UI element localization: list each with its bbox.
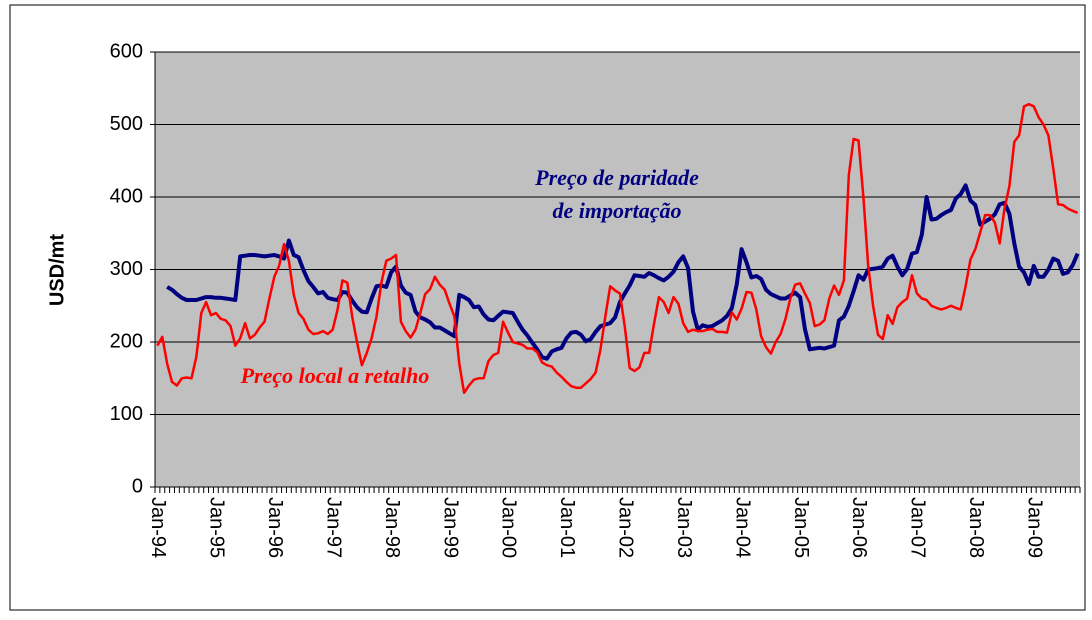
y-tick-label: 100 — [110, 403, 143, 425]
x-tick-label: Jan-03 — [673, 497, 695, 558]
annotation: de importação — [553, 198, 682, 223]
x-tick-label: Jan-08 — [965, 497, 987, 558]
series-line — [166, 183, 1080, 361]
x-tick-label: Jan-99 — [439, 497, 461, 558]
y-tick-label: 0 — [132, 475, 143, 497]
x-tick-label: Jan-06 — [848, 497, 870, 558]
x-tick-label: Jan-09 — [1023, 497, 1045, 558]
x-tick-label: Jan-04 — [731, 497, 753, 558]
x-tick-label: Jan-95 — [206, 497, 228, 558]
x-tick-label: Jan-00 — [498, 497, 520, 558]
x-tick-label: Jan-97 — [322, 497, 344, 558]
annotation: Preço de paridade — [534, 165, 699, 190]
series-line — [156, 102, 1079, 395]
x-tick-label: Jan-96 — [264, 497, 286, 558]
y-axis-label: USD/mt — [46, 234, 68, 307]
x-tick-label: Jan-05 — [790, 497, 812, 558]
y-tick-label: 500 — [110, 113, 143, 135]
x-tick-label: Jan-02 — [615, 497, 637, 558]
y-tick-label: 300 — [110, 258, 143, 280]
x-tick-label: Jan-98 — [381, 497, 403, 558]
x-tick-label: Jan-94 — [147, 497, 169, 558]
y-tick-label: 400 — [110, 185, 143, 207]
y-tick-label: 200 — [110, 330, 143, 352]
annotation: Preço local a retalho — [240, 363, 430, 388]
x-tick-label: Jan-01 — [556, 497, 578, 558]
y-tick-label: 600 — [110, 40, 143, 62]
x-tick-label: Jan-07 — [907, 497, 929, 558]
